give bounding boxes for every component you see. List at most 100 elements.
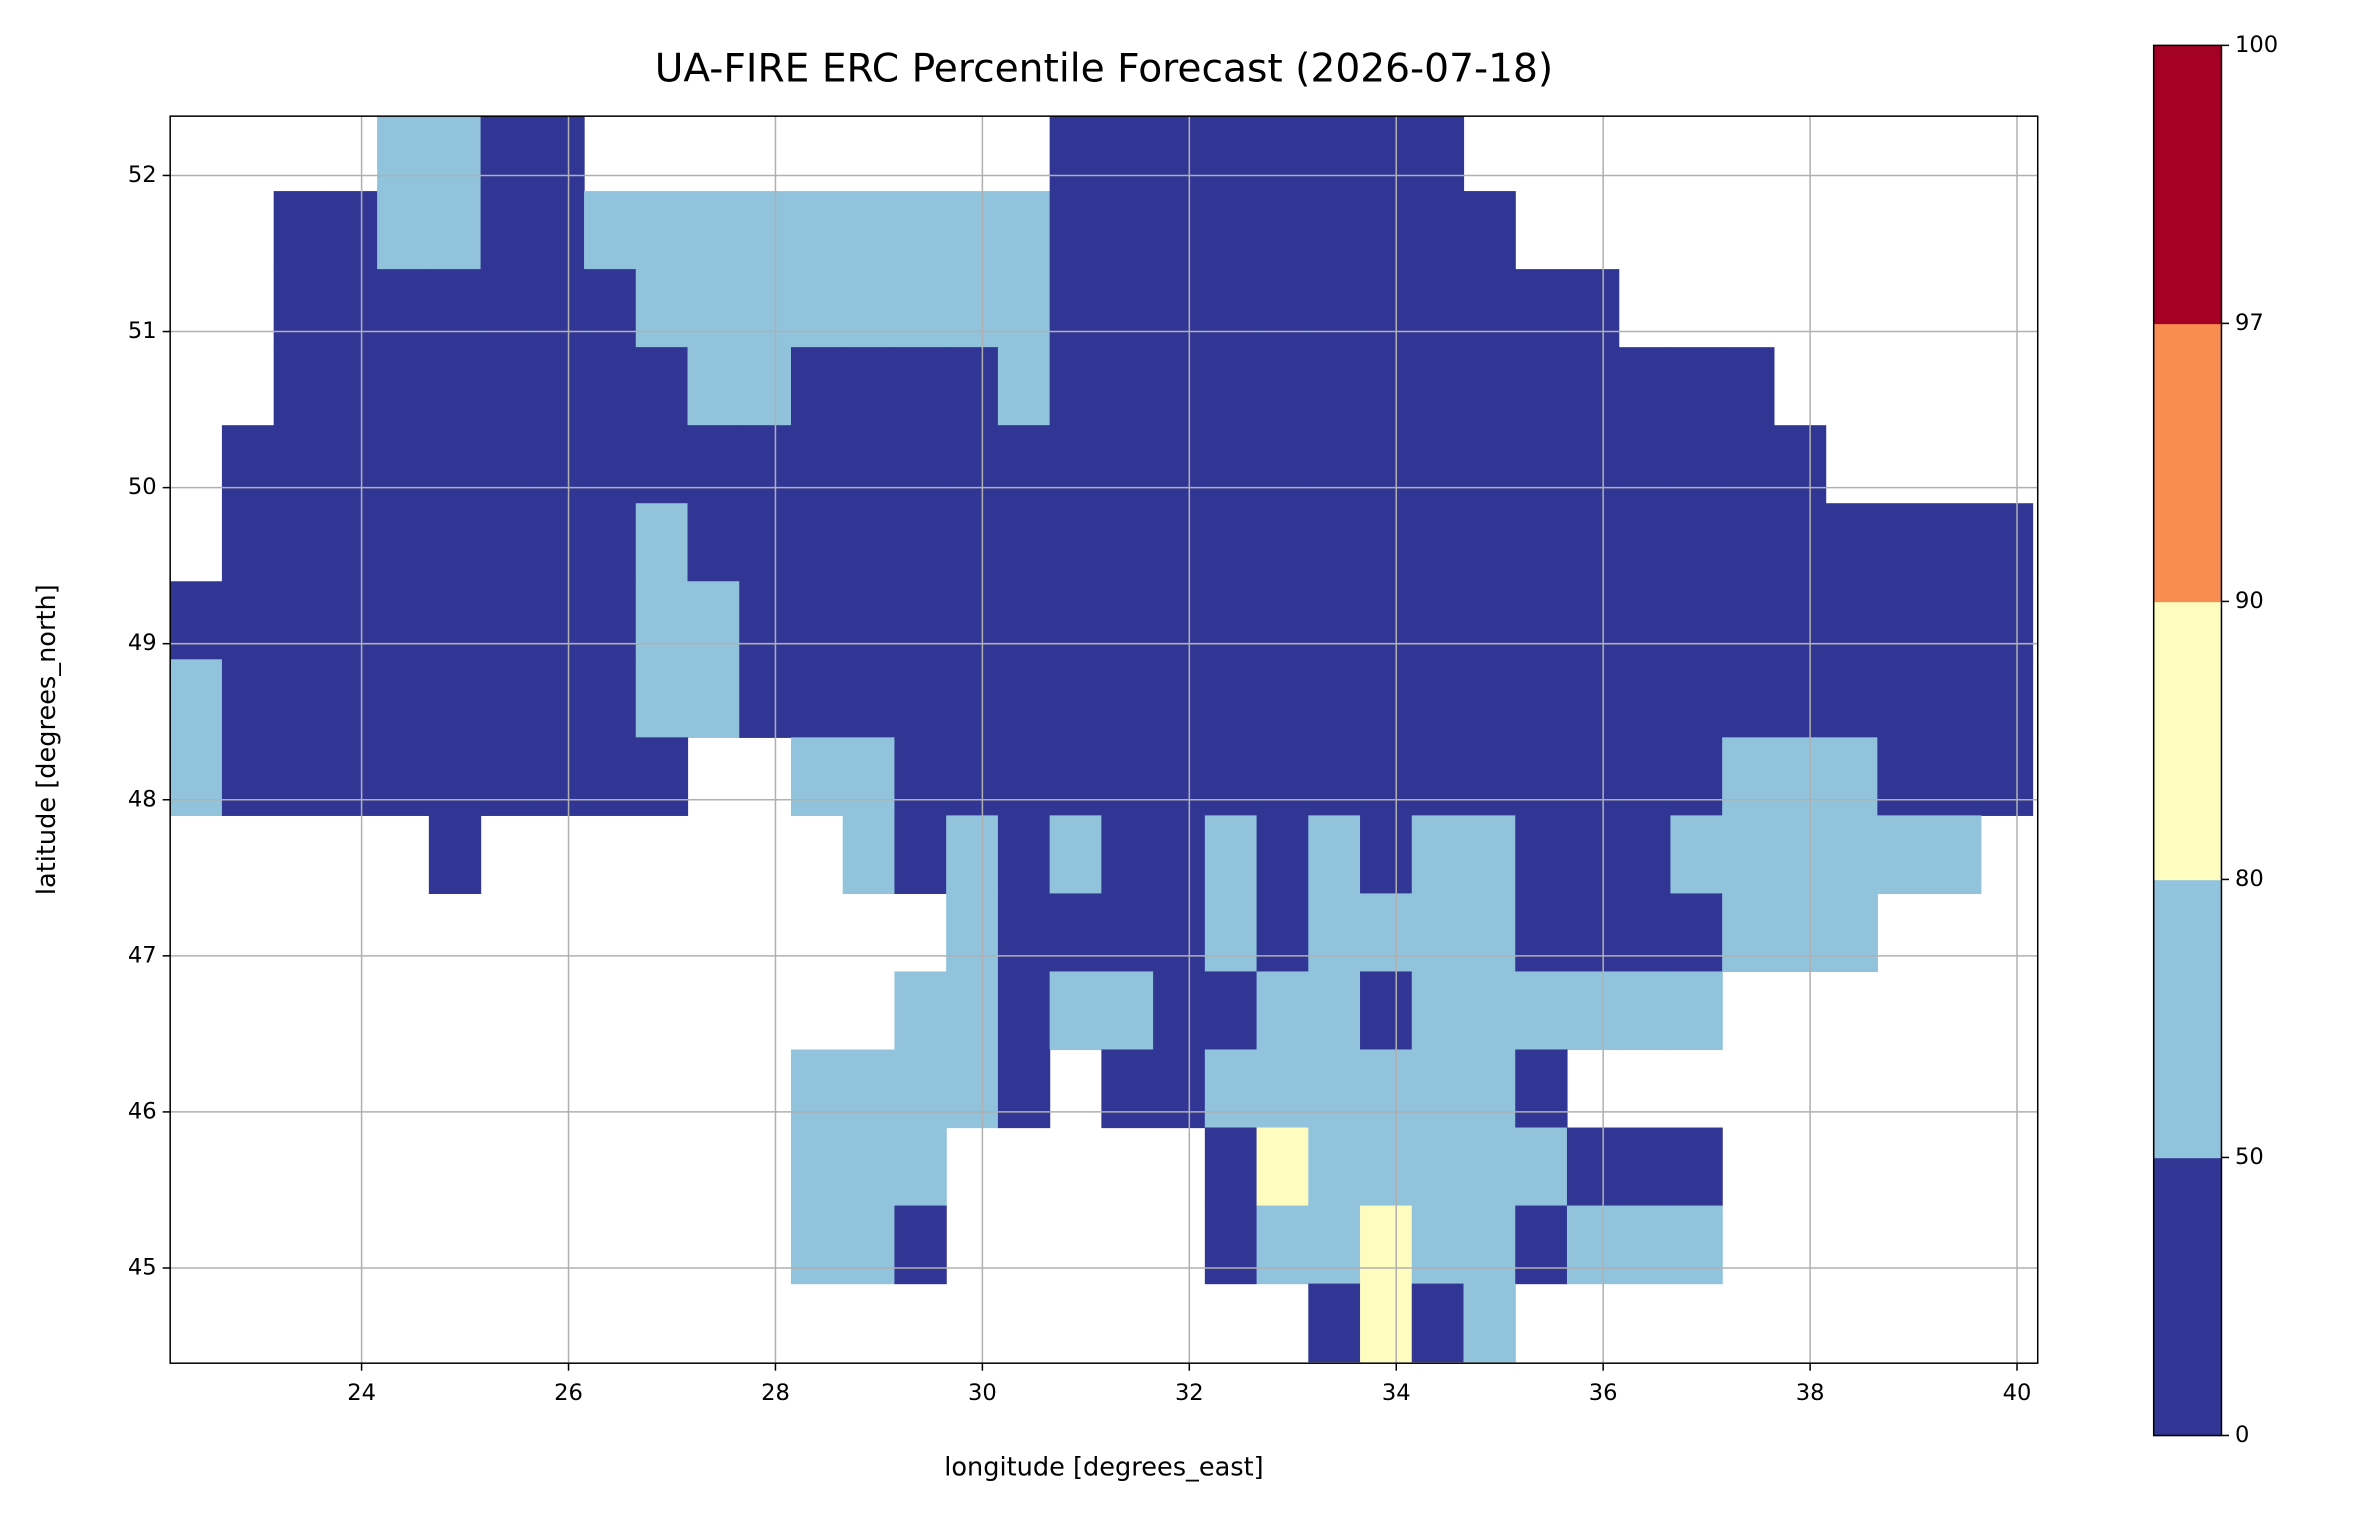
colorbar-tick-label: 50 bbox=[2235, 1144, 2264, 1170]
grid-cell bbox=[1360, 737, 1413, 816]
grid-cell bbox=[1360, 191, 1413, 270]
colorbar-segment bbox=[2153, 879, 2222, 1159]
grid-cell bbox=[946, 581, 999, 660]
grid-cell bbox=[1256, 191, 1309, 270]
y-tick-label: 51 bbox=[128, 318, 157, 344]
grid-cell bbox=[1670, 659, 1723, 738]
grid-cell bbox=[1360, 347, 1413, 426]
grid-cell bbox=[997, 581, 1051, 660]
grid-cell bbox=[1204, 1205, 1258, 1285]
grid-cell bbox=[584, 581, 637, 660]
grid-cell bbox=[377, 191, 430, 270]
grid-cell bbox=[1308, 1049, 1361, 1129]
grid-cell bbox=[1153, 269, 1206, 348]
grid-cell bbox=[1411, 1283, 1465, 1363]
grid-cell bbox=[790, 737, 844, 816]
grid-cell bbox=[221, 425, 275, 504]
grid-cell bbox=[1204, 815, 1258, 895]
grid-cell bbox=[946, 737, 999, 816]
grid-cell bbox=[1256, 659, 1309, 738]
grid-cell bbox=[428, 815, 482, 895]
grid-cell bbox=[221, 659, 275, 738]
grid-cell bbox=[1463, 1205, 1516, 1285]
grid-cell bbox=[635, 347, 689, 426]
grid-cell bbox=[1722, 815, 1775, 895]
grid-cell bbox=[1773, 815, 1827, 895]
grid-cell bbox=[1049, 503, 1102, 582]
x-axis-label: longitude [degrees_east] bbox=[944, 1453, 1263, 1483]
grid-cell bbox=[428, 116, 482, 192]
grid-cell bbox=[1256, 116, 1309, 192]
grid-cell bbox=[325, 659, 378, 738]
grid-cell bbox=[1308, 425, 1361, 504]
y-tick-label: 49 bbox=[128, 630, 157, 656]
grid-cell bbox=[894, 1127, 947, 1207]
grid-cell bbox=[1463, 191, 1516, 270]
grid-cell bbox=[273, 737, 326, 816]
grid-cell bbox=[273, 425, 326, 504]
grid-cell bbox=[1153, 425, 1206, 504]
grid-cell bbox=[1411, 503, 1465, 582]
grid-cell bbox=[377, 659, 430, 738]
grid-cell bbox=[1722, 659, 1775, 738]
grid-cell bbox=[1256, 425, 1309, 504]
grid-cell bbox=[1101, 269, 1154, 348]
grid-cell bbox=[1877, 815, 1930, 895]
grid-cell bbox=[1153, 116, 1206, 192]
grid-cell bbox=[1825, 581, 1878, 660]
grid-cell bbox=[946, 893, 999, 973]
grid-cell bbox=[325, 425, 378, 504]
grid-cell bbox=[1722, 347, 1775, 426]
grid-cell bbox=[790, 1205, 844, 1285]
grid-cell bbox=[790, 191, 844, 270]
grid-cell bbox=[842, 1205, 896, 1285]
grid-cell bbox=[377, 737, 430, 816]
grid-cell bbox=[1463, 269, 1516, 348]
grid-cell bbox=[687, 503, 740, 582]
x-tick-label: 32 bbox=[1175, 1380, 1204, 1406]
grid-cell bbox=[1515, 1049, 1568, 1129]
grid-cell bbox=[1929, 737, 1982, 816]
grid-cell bbox=[1463, 347, 1516, 426]
grid-cell bbox=[687, 581, 740, 660]
plot-frame bbox=[169, 115, 2039, 1364]
grid-cell bbox=[325, 191, 378, 270]
grid-cell bbox=[894, 971, 947, 1051]
grid-cell bbox=[946, 503, 999, 582]
grid-cell bbox=[1101, 191, 1154, 270]
grid-cell bbox=[1204, 503, 1258, 582]
grid-cell bbox=[273, 269, 326, 348]
grid-cell bbox=[1980, 581, 2034, 660]
grid-cell bbox=[1360, 269, 1413, 348]
grid-cell bbox=[325, 347, 378, 426]
grid-cell bbox=[1101, 815, 1154, 895]
grid-cell bbox=[1515, 659, 1568, 738]
grid-cell bbox=[1515, 425, 1568, 504]
grid-cell bbox=[428, 503, 482, 582]
grid-cell bbox=[1670, 1205, 1723, 1285]
x-tick-label: 24 bbox=[347, 1380, 376, 1406]
grid-cell bbox=[946, 191, 999, 270]
grid-cell bbox=[1566, 815, 1620, 895]
grid-cell bbox=[532, 116, 585, 192]
grid-cell bbox=[1929, 503, 1982, 582]
grid-cell bbox=[997, 1049, 1051, 1129]
grid-cell bbox=[842, 1049, 896, 1129]
y-tick-label: 52 bbox=[128, 162, 157, 188]
grid-cell bbox=[997, 659, 1051, 738]
grid-cell bbox=[1463, 1127, 1516, 1207]
grid-cell bbox=[1153, 1049, 1206, 1129]
grid-cell bbox=[1101, 971, 1154, 1051]
grid-cell bbox=[635, 581, 689, 660]
grid-cell bbox=[1825, 503, 1878, 582]
grid-cell bbox=[325, 737, 378, 816]
grid-cell bbox=[273, 191, 326, 270]
grid-cell bbox=[842, 659, 896, 738]
grid-cell bbox=[1463, 737, 1516, 816]
grid-cell bbox=[1722, 503, 1775, 582]
grid-cell bbox=[1411, 1127, 1465, 1207]
grid-cell bbox=[584, 659, 637, 738]
grid-cell bbox=[480, 347, 533, 426]
grid-cell bbox=[170, 737, 223, 816]
grid-cell bbox=[273, 347, 326, 426]
